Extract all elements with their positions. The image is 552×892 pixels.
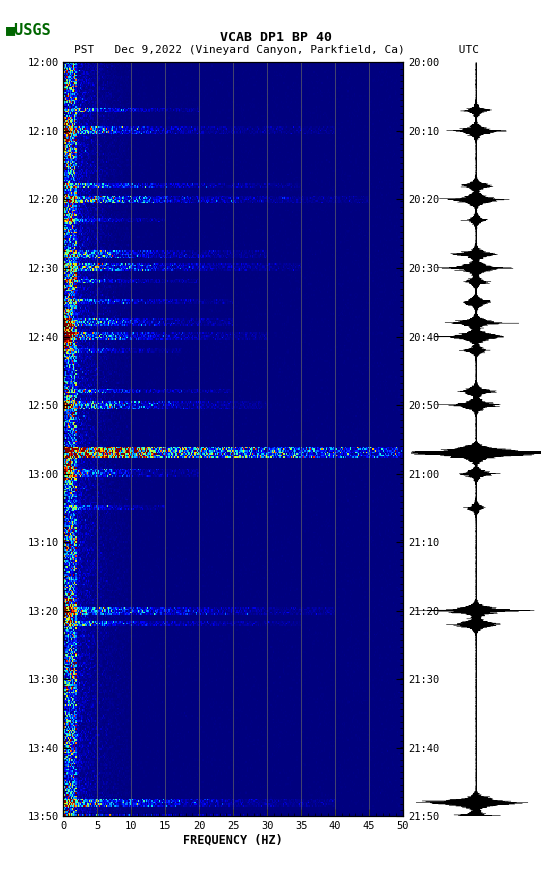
- Text: ■USGS: ■USGS: [6, 22, 51, 37]
- Text: PST   Dec 9,2022 (Vineyard Canyon, Parkfield, Ca)        UTC: PST Dec 9,2022 (Vineyard Canyon, Parkfie…: [73, 45, 479, 54]
- X-axis label: FREQUENCY (HZ): FREQUENCY (HZ): [183, 834, 283, 847]
- Text: VCAB DP1 BP 40: VCAB DP1 BP 40: [220, 31, 332, 45]
